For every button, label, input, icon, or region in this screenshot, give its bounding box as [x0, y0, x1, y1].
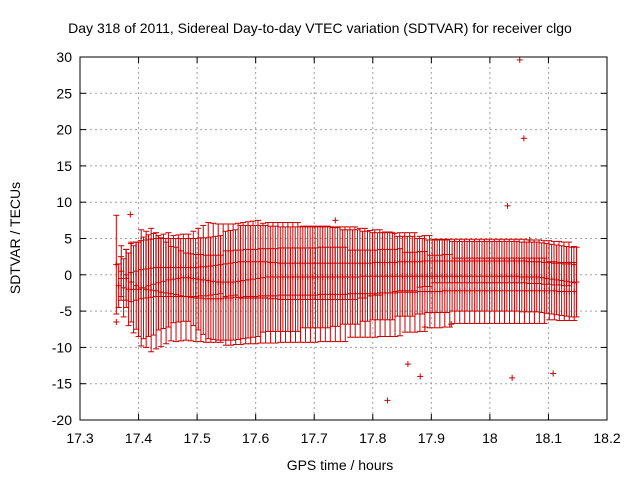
y-tick-label: 5: [64, 231, 72, 247]
data-point-s3: [147, 265, 154, 272]
y-axis-label: SDTVAR / TECUs: [7, 181, 23, 295]
data-point-s3: [570, 261, 577, 268]
x-tick-label: 17.8: [359, 430, 386, 446]
data-point-s3: [117, 275, 124, 282]
data-point-s3: [207, 263, 214, 270]
data-point-s3: [391, 259, 398, 266]
chart-title: Day 318 of 2011, Sidereal Day-to-day VTE…: [68, 20, 572, 36]
data-point-s3: [202, 263, 209, 270]
data-point-s3: [122, 271, 129, 278]
x-axis-label: GPS time / hours: [286, 457, 394, 473]
x-tick-label: 17.5: [183, 430, 210, 446]
y-tick-label: 15: [56, 158, 72, 174]
x-tick-label: 18.1: [535, 430, 562, 446]
x-tick-label: 17.9: [418, 430, 445, 446]
data-point-s3: [232, 259, 239, 266]
data-point-s3: [416, 258, 423, 265]
data-point-s3: [272, 259, 279, 266]
data-point-s3: [227, 260, 234, 267]
x-tick-label: 17.6: [242, 430, 269, 446]
data-point-s3: [137, 266, 144, 273]
outlier-point: [504, 202, 511, 209]
plot-frame: [79, 56, 608, 421]
outlier-point: [520, 135, 527, 142]
y-tick-label: -5: [60, 303, 73, 319]
data-marks: [113, 56, 580, 404]
data-point-s3: [262, 258, 269, 265]
data-point-s3: [366, 260, 373, 267]
x-tick-label: 18.2: [593, 430, 620, 446]
data-point-s3: [555, 260, 562, 267]
outlier-point: [550, 370, 557, 377]
outlier-point: [509, 374, 516, 381]
y-tick-label: 25: [56, 85, 72, 101]
outlier-point: [448, 321, 455, 328]
data-point-s3: [546, 259, 553, 266]
x-tick-label: 18: [482, 430, 498, 446]
data-point-s3: [536, 258, 543, 265]
y-tick-label: -10: [52, 339, 72, 355]
data-point-s2: [573, 279, 580, 286]
data-point-s3: [521, 258, 528, 265]
y-tick-label: 30: [56, 49, 72, 65]
outlier-point: [526, 236, 533, 243]
data-point-s3: [212, 262, 219, 269]
y-tick-label: 10: [56, 194, 72, 210]
outlier-point: [127, 211, 134, 218]
outlier-point: [417, 373, 424, 380]
y-tick-label: 0: [64, 267, 72, 283]
data-point-s3: [127, 269, 134, 276]
y-tick-label: 20: [56, 122, 72, 138]
outlier-point: [384, 397, 391, 404]
outlier-point: [113, 318, 120, 325]
data-point-s3: [192, 264, 199, 271]
y-tick-label: -20: [52, 412, 72, 428]
outlier-point: [404, 361, 411, 368]
x-tick-label: 17.7: [301, 430, 328, 446]
outlier-point: [421, 324, 428, 331]
y-tick-label: -15: [52, 376, 72, 392]
data-point-s3: [565, 260, 572, 267]
axis-ticks: 17.3 17.4 17.5 17.6 17.7 17.8 17.9 18 18.1 18.2 -2…: [52, 49, 621, 446]
x-tick-label: 17.3: [66, 430, 93, 446]
x-tick-label: 17.4: [125, 430, 152, 446]
data-point-s3: [132, 268, 139, 275]
outlier-point: [332, 217, 339, 224]
data-point-s3: [217, 261, 224, 268]
outlier-point: [516, 56, 523, 63]
data-point-s3: [142, 265, 149, 272]
data-point-s3: [222, 260, 229, 267]
